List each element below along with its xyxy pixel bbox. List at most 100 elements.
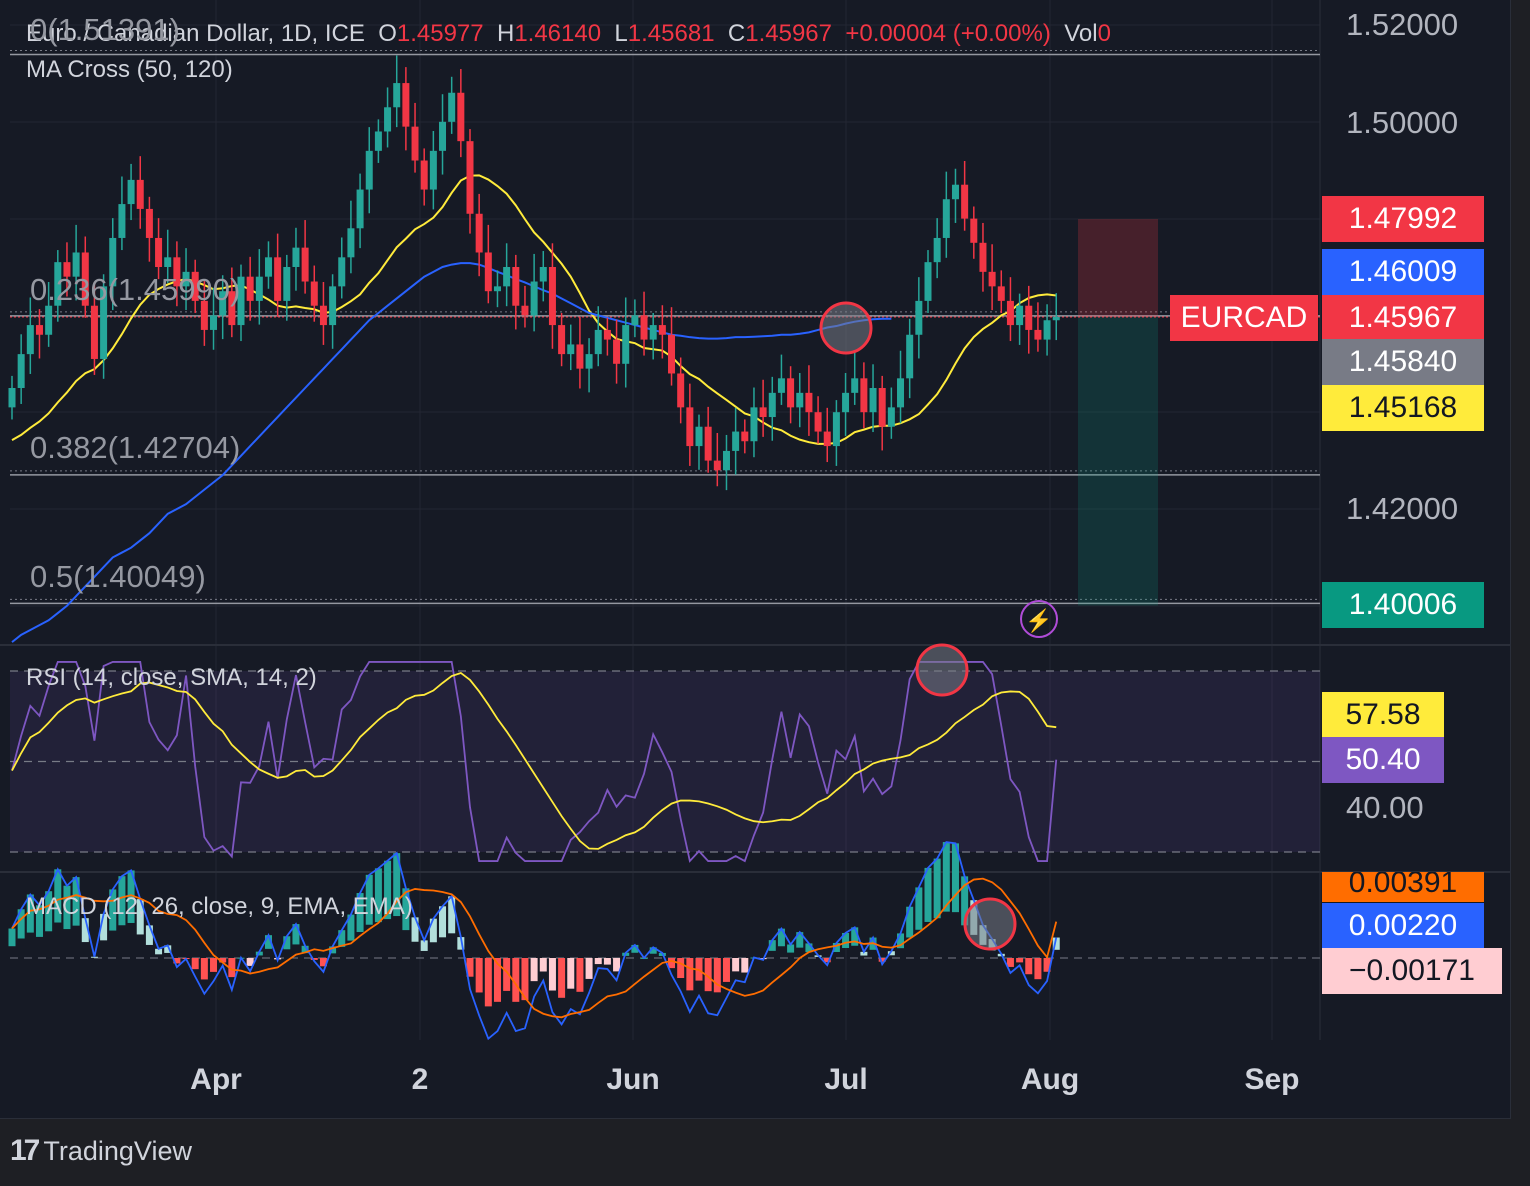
candle — [237, 264, 245, 342]
candle-body — [81, 252, 89, 306]
candle-body — [713, 460, 721, 471]
price-tick-142: 1.42000 — [1346, 491, 1459, 526]
macd-hist-bar — [365, 874, 373, 925]
candle-body — [787, 378, 795, 408]
macd-hist-bar — [292, 924, 300, 945]
macd-hist-bar — [283, 936, 291, 950]
candle — [704, 406, 712, 473]
candle-body — [264, 257, 272, 277]
candle-body — [90, 305, 98, 359]
candle-body — [722, 450, 730, 471]
candle — [393, 55, 401, 128]
macd-legend[interactable]: MACD (12, 26, close, 9, EMA, EMA) — [26, 893, 413, 920]
candle — [668, 307, 676, 386]
macd-hist-bar — [1034, 958, 1042, 980]
candle — [420, 148, 428, 206]
candle — [924, 250, 932, 313]
candle-body — [649, 325, 657, 340]
macd-hist-bar — [45, 891, 53, 932]
tradingview-logo-icon: 17 — [10, 1134, 40, 1167]
rsi-ma-line — [11, 671, 1057, 850]
candle — [475, 193, 483, 277]
candle — [493, 270, 501, 308]
candle — [90, 282, 98, 375]
fib-label-0236: 0.236(1.45990) — [30, 272, 241, 307]
macd-hist-bar — [567, 958, 575, 989]
candle-body — [191, 271, 199, 301]
price-tick-150: 1.50000 — [1346, 105, 1459, 140]
candle — [686, 383, 694, 466]
candle — [677, 357, 685, 424]
candle-body — [677, 373, 685, 408]
candle-body — [695, 426, 703, 447]
candle — [155, 218, 163, 280]
macd-hist-bar — [8, 928, 16, 947]
candle — [576, 316, 584, 389]
candle-body — [759, 407, 767, 418]
macd-hist-bar — [594, 958, 602, 965]
candle — [722, 434, 730, 491]
macd-hist-bar — [924, 867, 932, 922]
candle — [384, 87, 392, 148]
macd-hist-bar — [512, 958, 520, 1002]
highlight-circle-2 — [963, 897, 1017, 951]
macd-hist-bar — [100, 913, 108, 941]
macd-hist-bar — [1006, 958, 1014, 967]
candle — [603, 317, 611, 356]
short-position-tool[interactable] — [10, 218, 1320, 606]
candle-body — [961, 184, 969, 219]
macd-hist-bar — [484, 958, 492, 1007]
candle-body — [393, 83, 401, 108]
candle — [906, 318, 914, 399]
candle — [777, 354, 785, 405]
candle-body — [402, 83, 410, 127]
symbol-title: Euro / Canadian Dollar, 1D, ICE — [26, 20, 365, 47]
candle-body — [658, 325, 666, 335]
rsi-legend[interactable]: RSI (14, close, SMA, 14, 2) — [26, 664, 317, 691]
candle — [35, 309, 43, 359]
candle-body — [100, 286, 108, 359]
candle — [301, 220, 309, 294]
candle-body — [869, 388, 877, 413]
candle — [429, 130, 437, 210]
macd-hist-bar — [228, 958, 236, 978]
candle — [283, 254, 291, 321]
candle-body — [997, 286, 1005, 301]
macd-hist-bar — [649, 947, 657, 954]
macd-hist-bar — [219, 958, 227, 963]
candle-body — [924, 262, 932, 301]
fib-label-0: 0(1.51391) — [30, 12, 180, 47]
macd-hist-bar — [54, 869, 62, 923]
candle — [1016, 293, 1024, 345]
candle-body — [155, 237, 163, 267]
macd-hist-bar — [796, 932, 804, 948]
macd-hist-bar — [448, 896, 456, 934]
candle-body — [585, 354, 593, 369]
macd-hist-bar — [603, 958, 611, 965]
chart-frame[interactable] — [0, 0, 1511, 1119]
macd-hist-bar — [851, 927, 859, 946]
lightning-icon[interactable]: ⚡ — [1020, 600, 1058, 638]
candle-body — [548, 267, 556, 326]
candle-body — [503, 267, 511, 287]
candle — [109, 218, 117, 311]
macd-hist-bar — [878, 958, 886, 962]
macd-hist-bar — [1043, 958, 1051, 972]
macd-hist-bar — [668, 958, 676, 969]
candle — [805, 365, 813, 436]
candle-body — [887, 407, 895, 427]
candle — [439, 94, 447, 175]
candle-body — [530, 281, 538, 316]
tradingview-brand[interactable]: 17 TradingView — [10, 1134, 192, 1168]
macd-hist-bar — [264, 935, 272, 949]
macd-hist-bar — [1052, 937, 1060, 950]
candle — [374, 119, 382, 163]
macd-hist-bar — [613, 958, 621, 972]
high-value: 1.46140 — [514, 20, 602, 47]
macd-hist-bar — [1016, 958, 1024, 963]
candle-body — [814, 412, 822, 432]
candle — [219, 275, 227, 340]
target-price-tag: 1.40006 — [1322, 582, 1484, 628]
ma-cross-legend[interactable]: MA Cross (50, 120) — [26, 56, 233, 83]
